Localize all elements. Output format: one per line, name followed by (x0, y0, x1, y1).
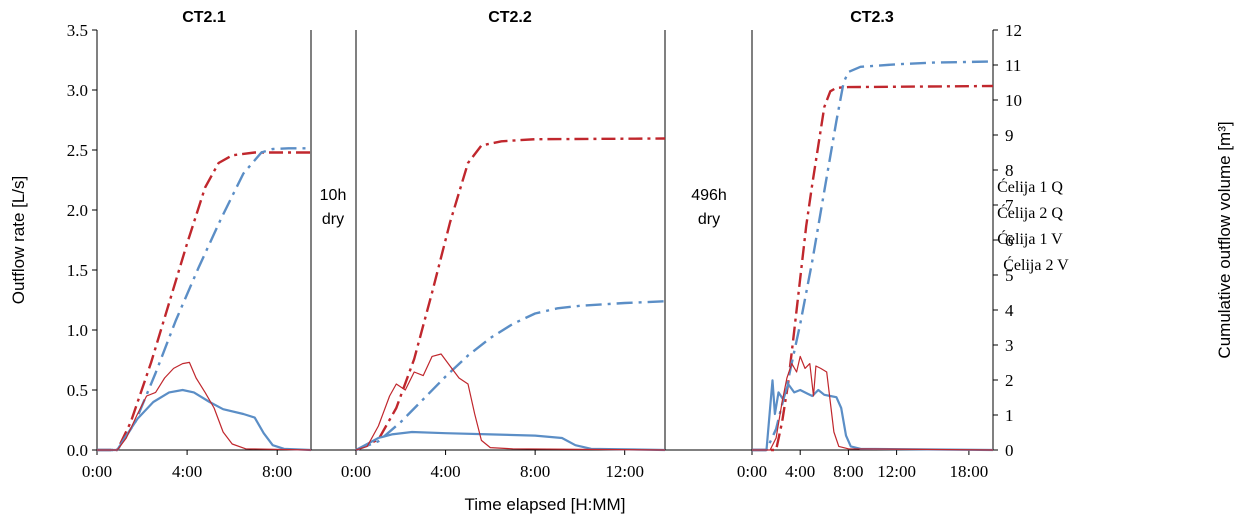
panel-title-ct22: CT2.2 (488, 9, 532, 26)
series-line-c1q-panel-2 (355, 353, 666, 451)
y-tick-label: 3.0 (67, 81, 88, 100)
y2-tick-label: 3 (1005, 336, 1014, 355)
y2-tick-label: 12 (1005, 21, 1022, 40)
x-tick-label: 12:00 (877, 462, 916, 481)
x-tick-label: 4:00 (172, 462, 202, 481)
series-line-c1v-panel-2 (355, 137, 666, 452)
y-tick-label: 1.0 (67, 321, 88, 340)
gap-label-1-line2: dry (322, 211, 344, 228)
x-tick-label: 8:00 (262, 462, 292, 481)
y2-tick-label: 6 (1005, 231, 1014, 250)
x-tick-label: 12:00 (605, 462, 644, 481)
y2-tick-label: 9 (1005, 126, 1014, 145)
y2-tick-label: 1 (1005, 406, 1014, 425)
x-tick-label: 0:00 (737, 462, 767, 481)
y-tick-label: 2.0 (67, 201, 88, 220)
y-tick-label: 1.5 (67, 261, 88, 280)
x-axis-ticks: 0:00 4:00 8:00 0:00 4:00 8:00 12:00 0:00 4:00 8:0… (82, 450, 988, 481)
series-layer (97, 60, 994, 452)
legend-entry-celija-2-q: Ćelija 2 Q (997, 203, 1063, 222)
y2-tick-label: 2 (1005, 371, 1014, 390)
gap-label-1-line1: 10h (320, 187, 347, 204)
series-line-c2q-panel-3 (752, 379, 994, 452)
panel-title-ct23: CT2.3 (850, 9, 894, 26)
y2-tick-label: 10 (1005, 91, 1022, 110)
x-tick-label: 0:00 (341, 462, 371, 481)
y-axis-ticks: 0.0 0.5 1.0 1.5 2.0 2.5 3.0 3.5 (67, 21, 97, 460)
series-line-c2v-panel-3 (752, 60, 994, 452)
series-line-c2q-panel-2 (355, 430, 666, 452)
x-tick-label: 8:00 (833, 462, 863, 481)
y-axis-title: Outflow rate [L/s] (9, 176, 28, 305)
y2-axis-title: Cumulative outflow volume [m³] (1215, 121, 1234, 358)
x-tick-label: 8:00 (520, 462, 550, 481)
series-line-c1q-panel-1 (97, 361, 312, 451)
gap-label-2-line1: 496h (691, 187, 727, 204)
x-tick-label: 18:00 (950, 462, 989, 481)
series-line-c2v-panel-2 (355, 300, 666, 452)
gap-label-2-line2: dry (698, 211, 720, 228)
y2-tick-label: 7 (1005, 196, 1014, 215)
series-line-c1v-panel-1 (97, 151, 311, 452)
legend-entry-celija-1-q: Ćelija 1 Q (997, 177, 1063, 196)
x-axis-title: Time elapsed [H:MM] (465, 495, 626, 514)
y2-tick-label: 11 (1005, 56, 1021, 75)
series-line-c1q-panel-3 (752, 355, 994, 451)
legend-entry-celija-1-v: Ćelija 1 V (997, 229, 1063, 248)
y-tick-label: 2.5 (67, 141, 88, 160)
y2-tick-label: 4 (1005, 301, 1014, 320)
y-tick-label: 0.0 (67, 441, 88, 460)
legend-entry-celija-2-v: Ćelija 2 V (1003, 255, 1069, 274)
y2-tick-label: 5 (1005, 266, 1014, 285)
y-tick-label: 0.5 (67, 381, 88, 400)
x-tick-label: 4:00 (430, 462, 460, 481)
series-line-c1v-panel-3 (752, 84, 994, 452)
panel-title-ct21: CT2.1 (182, 9, 226, 26)
y-tick-label: 3.5 (67, 21, 88, 40)
y2-tick-label: 8 (1005, 161, 1014, 180)
legend: Ćelija 1 Q Ćelija 2 Q Ćelija 1 V Ćelija … (997, 177, 1069, 274)
series-line-c2q-panel-1 (97, 388, 312, 452)
x-tick-label: 4:00 (785, 462, 815, 481)
y2-tick-label: 0 (1005, 441, 1014, 460)
plot-frame (96, 30, 994, 451)
x-tick-label: 0:00 (82, 462, 112, 481)
